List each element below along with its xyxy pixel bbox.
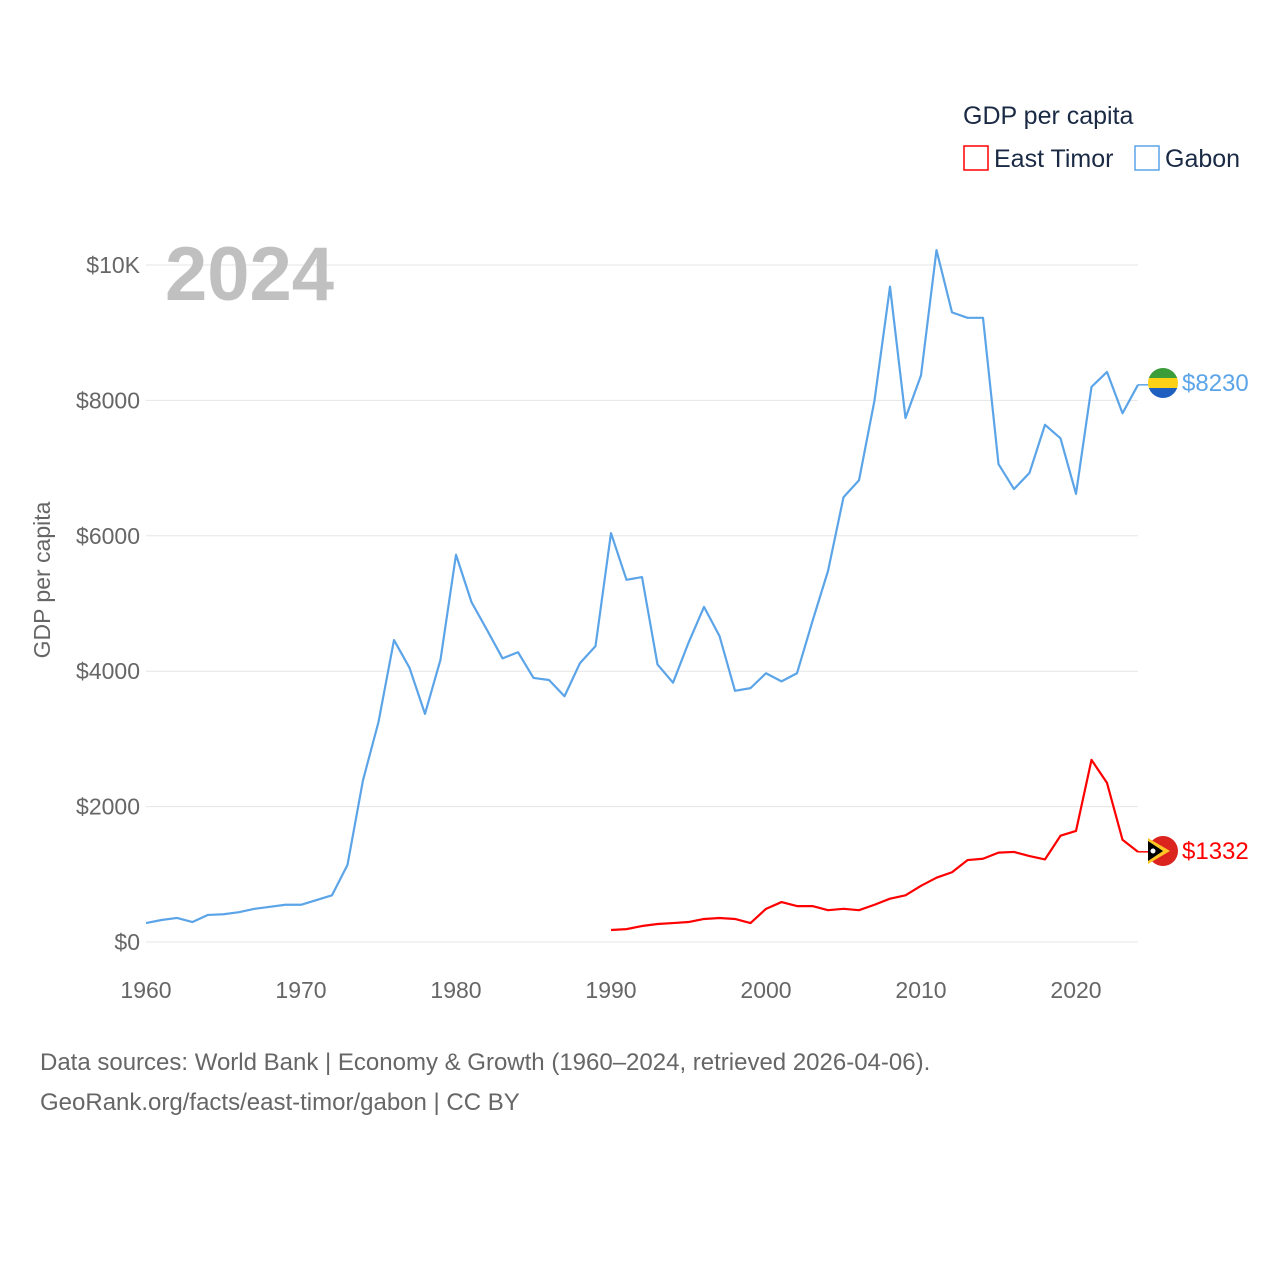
y-tick-label: $6000 [76,523,140,549]
footer: Data sources: World Bank | Economy & Gro… [40,1043,930,1123]
legend-label-east-timor: East Timor [994,145,1113,173]
y-tick-label: $2000 [76,794,140,820]
x-tick-label: 2000 [740,977,791,1003]
east-timor-flag-star-icon [1150,848,1156,854]
gabon-flag-icon [1148,388,1178,398]
x-tick-label: 1970 [275,977,326,1003]
gabon-flag-icon [1148,378,1178,388]
x-tick-label: 2020 [1050,977,1101,1003]
footer-link[interactable]: GeoRank.org/facts/east-timor/gabon | CC … [40,1089,520,1116]
end-value-label: $8230 [1182,370,1249,397]
series-line-east-timor [610,758,1139,932]
end-value-label: $1332 [1182,838,1249,865]
legend-swatch-gabon [1134,145,1160,171]
x-tick-label: 1990 [585,977,636,1003]
y-axis-label: GDP per capita [29,501,55,658]
x-tick-label: 1980 [430,977,481,1003]
legend-title: GDP per capita [963,102,1134,130]
y-tick-label: $10K [86,252,140,278]
footer-sources: Data sources: World Bank | Economy & Gro… [40,1049,931,1076]
y-tick-label: $8000 [76,387,140,413]
legend-label-gabon: Gabon [1165,145,1240,173]
legend-swatch-east-timor [963,145,989,171]
y-tick-label: $0 [114,929,140,955]
gabon-flag-icon [1148,368,1178,378]
y-tick-label: $4000 [76,658,140,684]
year-label: 2024 [165,232,334,317]
x-tick-label: 2010 [895,977,946,1003]
series-line-gabon [145,249,1139,925]
x-tick-label: 1960 [120,977,171,1003]
